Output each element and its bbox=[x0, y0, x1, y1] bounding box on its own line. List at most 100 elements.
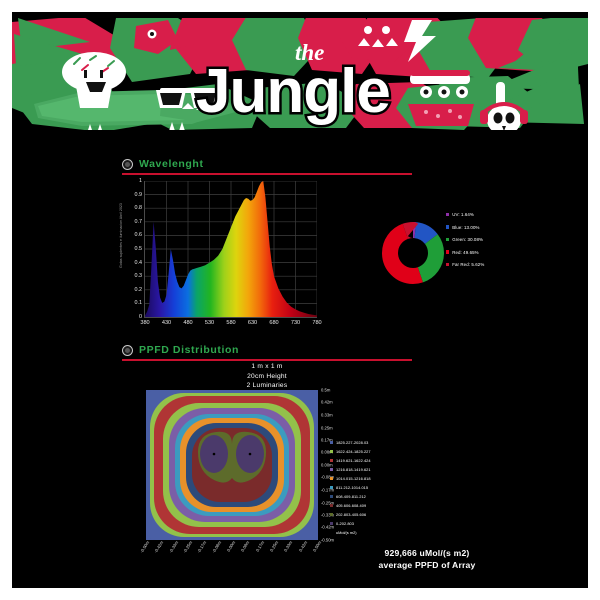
donut-slice-far-red bbox=[382, 222, 444, 284]
spectrum-ytick: 0.2 bbox=[134, 286, 143, 293]
brand-logo-name: Jungle bbox=[196, 57, 390, 126]
legend-item: 1419.621-1622.424 bbox=[330, 458, 371, 463]
heat-ytick: 0.5m bbox=[321, 387, 331, 393]
spectrum-xtick: 380 bbox=[140, 320, 150, 326]
spectrum-ytick: 0.3 bbox=[134, 273, 143, 280]
spectrum-ytick: 0.8 bbox=[134, 205, 143, 212]
heat-ytick: 0.42m bbox=[321, 399, 333, 405]
legend-swatch-band-4-icon bbox=[330, 495, 333, 498]
average-ppfd-value: 929,666 uMol/(s m2) bbox=[384, 548, 470, 558]
legend-item: 811.212-1014.015 bbox=[330, 485, 371, 490]
legend-item: 1825.227-2028.03 bbox=[330, 440, 371, 445]
ppfd-contour-map: 0.5m 0.42m 0.33m 0.25m 0.17m 0.08m 0.00m… bbox=[139, 388, 334, 554]
heat-ytick: 0.33m bbox=[321, 412, 333, 418]
legend-label-far-red: Far Red: 5.62% bbox=[452, 262, 485, 267]
legend-swatch-band-6-icon bbox=[330, 477, 333, 480]
spectrum-xtick: 780 bbox=[312, 320, 322, 326]
donut-legend: UV: 1.64% Blue: 13.00% Green: 30.08% Red… bbox=[446, 212, 484, 275]
spectrum-xtick: 530 bbox=[204, 320, 215, 326]
section-wavelength-header: Wavelenght bbox=[122, 158, 412, 175]
heat-xtick: -0.08m bbox=[210, 540, 222, 554]
heat-ytick: -0.42m bbox=[321, 524, 335, 530]
section-title-ppfd: PPFD Distribution bbox=[139, 344, 240, 356]
legend-swatch-uv-icon bbox=[446, 212, 450, 217]
spectrum-xtick: 680 bbox=[269, 320, 279, 326]
brand-logo-the: the bbox=[295, 40, 324, 65]
ppfd-meta-area: 1 m x 1 m bbox=[251, 363, 283, 370]
spectrum-ytick: 0.5 bbox=[134, 246, 143, 252]
header-banner: the Jungle bbox=[12, 12, 588, 137]
heat-xtick: -0.25m bbox=[182, 540, 194, 554]
heat-ytick: 0.17m bbox=[321, 437, 333, 443]
spectrum-ytick: 0.4 bbox=[134, 259, 143, 266]
section-divider bbox=[122, 359, 412, 361]
legend-label-green: Green: 30.08% bbox=[452, 237, 484, 242]
legend-swatch-red-icon bbox=[446, 250, 450, 254]
poster-sheet: the Jungle Wavelenght bbox=[12, 12, 588, 588]
legend-label-band-3: 405.606-608.409 bbox=[336, 503, 367, 508]
spectrum-xtick: 630 bbox=[247, 320, 258, 326]
spectrum-xtick: 580 bbox=[226, 320, 236, 326]
heat-xtick: -0.33m bbox=[167, 540, 179, 554]
heat-ytick: 0.00m bbox=[321, 462, 333, 468]
legend-label-band-9: 1622.424-1825.227 bbox=[336, 449, 371, 454]
heat-xtick: -0.50m bbox=[139, 540, 151, 554]
spectrum-chart: 1 0.9 0.8 0.7 0.6 0.5 0.4 0.3 0.2 0.1 0 … bbox=[122, 177, 322, 332]
heat-ytick: -0.50m bbox=[321, 537, 335, 543]
spectrum-xtick: 430 bbox=[161, 320, 172, 326]
legend-label-band-6: 1014.015-1216.818 bbox=[336, 476, 371, 481]
heat-xtick: 0.50m bbox=[311, 540, 323, 553]
ppfd-meta-height: 20cm Height bbox=[247, 372, 287, 380]
spectrum-xtick: 730 bbox=[290, 320, 301, 326]
section-ppfd-header: PPFD Distribution bbox=[122, 344, 412, 361]
donut-graphic bbox=[382, 222, 444, 284]
legend-label-band-8: 1419.621-1622.424 bbox=[336, 458, 371, 463]
heat-xtick: 0.08m bbox=[240, 540, 251, 553]
heat-xtick: -0.42m bbox=[153, 540, 165, 554]
legend-label-uv: UV: 1.64% bbox=[452, 212, 474, 217]
heat-xtick: -0.17m bbox=[196, 540, 208, 554]
heat-xtick: 0.42m bbox=[297, 540, 308, 553]
donut-slice-green bbox=[382, 222, 444, 284]
bullet-badge-icon bbox=[122, 158, 133, 170]
legend-swatch-far-red-icon bbox=[446, 262, 450, 267]
section-divider bbox=[122, 173, 412, 175]
legend-label-band-5: 811.212-1014.015 bbox=[336, 485, 369, 490]
spectrum-ytick: 0.1 bbox=[134, 300, 143, 307]
vertical-credit-text: Gotas suplentes e iluminacion Abril 2023 bbox=[119, 203, 123, 268]
legend-item: 1622.424-1825.227 bbox=[330, 449, 371, 454]
spectrum-area bbox=[145, 181, 317, 317]
spectrum-ytick: 0 bbox=[139, 314, 142, 320]
spectrum-ytick: 0.6 bbox=[134, 232, 143, 239]
legend-item: 608.409-811.212 bbox=[330, 494, 371, 499]
legend-item: 0-202.803 bbox=[330, 521, 371, 526]
legend-label-band-7: 1216.818-1419.621 bbox=[336, 467, 371, 472]
legend-label-band-2: 202.803-405.606 bbox=[336, 512, 367, 517]
legend-swatch-band-7-icon bbox=[330, 468, 333, 471]
ppfd-meta: 1 m x 1 m 20cm Height 2 Luminaries bbox=[122, 362, 412, 391]
spectrum-ytick: 0.7 bbox=[134, 218, 143, 225]
spectrum-ytick: 0.9 bbox=[134, 191, 143, 198]
heat-ytick: 0.08m bbox=[321, 449, 333, 455]
heat-xtick: 0.17m bbox=[254, 540, 265, 553]
spectrum-share-donut: UV: 1.64% Blue: 13.00% Green: 30.08% Red… bbox=[382, 208, 527, 300]
legend-label-band-4: 608.409-811.212 bbox=[336, 494, 366, 499]
legend-item: Far Red: 5.62% bbox=[446, 262, 484, 267]
heat-ytick: -0.08m bbox=[321, 474, 335, 480]
ppfd-meta-luminaries: 2 Luminaries bbox=[246, 382, 288, 390]
luminaire-marker bbox=[212, 452, 216, 456]
legend-item: 1014.015-1216.818 bbox=[330, 476, 371, 481]
legend-item: 202.803-405.606 bbox=[330, 512, 371, 517]
heat-ytick: -0.25m bbox=[321, 500, 335, 505]
legend-item: 405.606-608.409 bbox=[330, 503, 371, 508]
spectrum-xtick: 480 bbox=[183, 320, 193, 326]
section-title-wavelength: Wavelenght bbox=[139, 158, 204, 170]
bullet-badge-icon bbox=[122, 344, 133, 356]
heat-ytick: -0.17m bbox=[321, 487, 335, 493]
vertical-credit: Gotas suplentes e iluminacion Abril 2023 bbox=[116, 203, 126, 364]
legend-swatch-band-3-icon bbox=[330, 504, 333, 507]
legend-swatch-band-1-icon bbox=[330, 522, 333, 525]
average-ppfd-caption: average PPFD of Array bbox=[378, 559, 476, 570]
heat-xtick: 0.25m bbox=[268, 540, 280, 553]
